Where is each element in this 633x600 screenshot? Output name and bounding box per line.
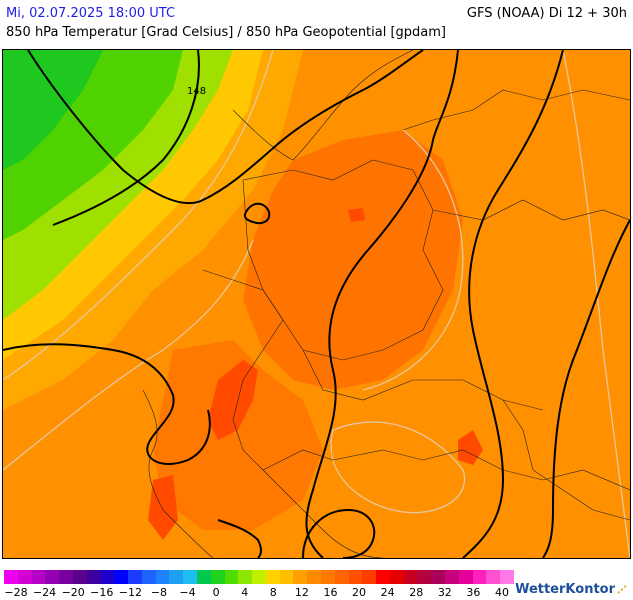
legend-swatch (17, 570, 32, 584)
legend-swatch (376, 570, 390, 584)
legend-swatch (403, 570, 418, 584)
legend-swatch (45, 570, 60, 584)
map-subtitle: 850 hPa Temperatur [Grad Celsius] / 850 … (6, 25, 447, 40)
brand-dots-icon: ⋰ (617, 585, 627, 596)
legend-swatch (472, 570, 487, 584)
legend-swatch (293, 570, 308, 584)
coastline (232, 50, 414, 161)
temp-zone-m4-0 (3, 50, 103, 170)
legend-swatch (224, 570, 239, 584)
legend-swatch (238, 570, 253, 584)
brand-logo: WetterKontor ⋰ (515, 582, 627, 597)
temp-zone-24-28-d (348, 208, 365, 222)
geopotential-contour (305, 50, 459, 558)
coastline (142, 389, 214, 558)
border-line (432, 199, 630, 221)
legend-swatch (114, 570, 129, 584)
geopotential-contour-closed (243, 202, 271, 225)
brand-name: WetterKontor (515, 582, 615, 597)
legend-swatch (128, 570, 142, 584)
geopotential-contour (542, 219, 630, 558)
legend-swatch (169, 570, 184, 584)
legend-swatch (86, 570, 101, 584)
isotherm-line (3, 50, 274, 381)
legend-label: 24 (380, 586, 395, 599)
coastline (262, 469, 384, 558)
temp-zone-20-24 (243, 130, 463, 390)
legend-label: 0 (212, 586, 220, 599)
geopotential-contour (302, 508, 376, 558)
border-line (502, 399, 630, 521)
legend-swatch (458, 570, 473, 584)
legend-swatch (320, 570, 335, 584)
legend-swatch (334, 570, 349, 584)
isotherm-line (362, 129, 464, 391)
geopotential-contour (52, 50, 200, 226)
geopotential-contour (3, 343, 211, 465)
legend-swatch (307, 570, 321, 584)
color-scale-legend (4, 570, 514, 584)
color-scale-labels: −28 −24 −20 −16 −12 −8 −4 0 4 8 12 16 20 24 28 32 36 40 (4, 586, 514, 600)
isotherm-line (330, 421, 466, 514)
legend-swatch (252, 570, 266, 584)
contour-label: 148 (187, 86, 206, 97)
isotherm-line (3, 239, 254, 471)
geopotential-contour (462, 50, 564, 558)
temp-zone-24-28 (208, 360, 258, 440)
legend-swatch (486, 570, 501, 584)
border-line (202, 269, 284, 471)
legend-swatch (59, 570, 73, 584)
temp-zone-24-28-c (458, 430, 483, 465)
border-line (262, 449, 630, 491)
legend-swatch (362, 570, 377, 584)
legend-swatch (31, 570, 46, 584)
legend-label: 28 (409, 586, 424, 599)
legend-swatch (4, 570, 18, 584)
legend-label: 20 (352, 586, 367, 599)
legend-swatch (389, 570, 404, 584)
legend-swatch (72, 570, 87, 584)
legend-label: 16 (323, 586, 338, 599)
temp-zone-24-28-b (148, 475, 178, 540)
legend-label: −12 (118, 586, 142, 599)
legend-swatch (196, 570, 211, 584)
legend-swatch (155, 570, 170, 584)
legend-swatch (210, 570, 225, 584)
weather-map: 148 (2, 49, 631, 559)
isotherm-line (562, 50, 630, 558)
legend-label: −28 (4, 586, 28, 599)
legend-label: −24 (32, 586, 57, 599)
legend-swatch (279, 570, 294, 584)
legend-label: −8 (150, 586, 168, 599)
legend-label: −16 (90, 586, 114, 599)
forecast-datetime: Mi, 02.07.2025 18:00 UTC (6, 6, 176, 21)
legend-swatch (100, 570, 115, 584)
legend-swatch (431, 570, 445, 584)
legend-label: 4 (241, 586, 249, 599)
legend-label: −4 (179, 586, 196, 599)
legend-swatch (183, 570, 197, 584)
legend-swatch (348, 570, 363, 584)
geopotential-contour (217, 519, 262, 558)
legend-swatch (417, 570, 432, 584)
legend-swatch (445, 570, 459, 584)
legend-swatch (265, 570, 280, 584)
legend-label: 40 (495, 586, 509, 599)
model-run-label: GFS (NOAA) Di 12 + 30h (466, 6, 627, 21)
legend-label: 8 (269, 586, 277, 599)
legend-label: 32 (437, 586, 452, 599)
legend-swatch (141, 570, 156, 584)
legend-label: 12 (294, 586, 309, 599)
legend-label: −20 (61, 586, 85, 599)
legend-swatch (500, 570, 514, 584)
geopotential-contour-148 (27, 50, 424, 205)
legend-label: 36 (466, 586, 481, 599)
border-line (402, 89, 630, 131)
